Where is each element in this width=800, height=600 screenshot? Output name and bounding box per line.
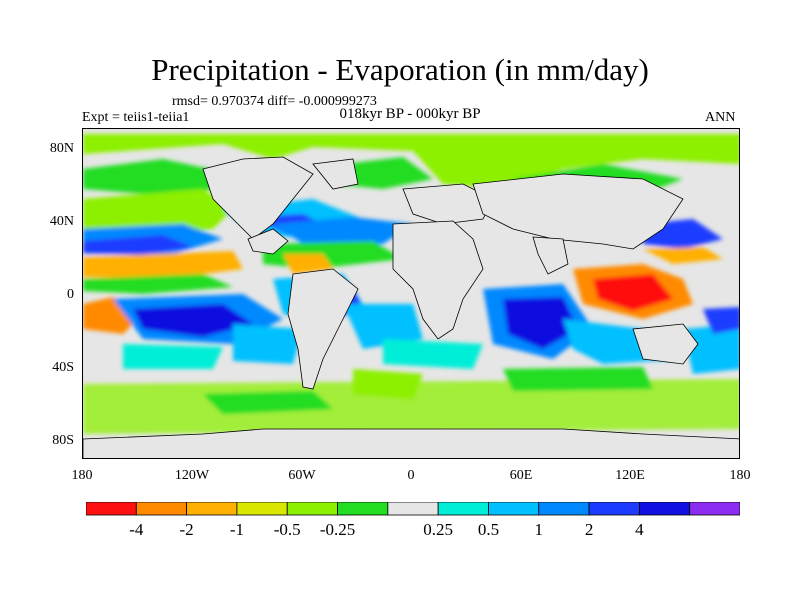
coastlines <box>83 156 739 458</box>
colorbar-label: 2 <box>584 520 594 539</box>
colorbar-label: -1 <box>229 520 245 539</box>
colorbar-label: 1 <box>534 520 544 539</box>
colorbar-swatch <box>236 502 288 516</box>
colorbar-swatch <box>437 502 489 516</box>
lat-label-80s: 80S <box>52 433 74 448</box>
lat-label-equator: 0 <box>67 287 74 302</box>
lon-label-180w: 180 <box>71 468 93 483</box>
colorbar-swatch <box>86 502 137 516</box>
lat-label-40s: 40S <box>52 360 74 375</box>
lon-label-180e: 180 <box>729 468 751 483</box>
colorbar-swatch <box>488 502 540 516</box>
colorbar-label: -4 <box>129 520 144 539</box>
colorbar-label: -0.5 <box>273 520 301 539</box>
colorbar-label: 4 <box>635 520 644 539</box>
colorbar-label: -2 <box>179 520 194 539</box>
colorbar-swatch <box>135 502 188 516</box>
colorbar <box>86 502 740 516</box>
lon-label-0: 0 <box>407 468 415 483</box>
lon-label-60e: 60E <box>509 468 533 483</box>
colorbar-label: 0.25 <box>423 520 454 539</box>
colorbar-label: -0.25 <box>319 520 356 539</box>
colorbar-swatch <box>337 502 389 516</box>
lat-label-40n: 40N <box>49 214 74 229</box>
plot-title: Precipitation - Evaporation (in mm/day) <box>151 52 649 87</box>
lat-label-80n: 80N <box>49 141 74 156</box>
season-label: ANN <box>705 110 736 125</box>
experiment-label: Expt = teiis1-teiia1 <box>82 110 190 125</box>
lon-label-60w: 60W <box>288 468 316 483</box>
colorbar-swatch <box>387 502 439 516</box>
colorbar-swatch <box>588 502 640 516</box>
statistics-line: rmsd= 0.970374 diff= -0.000999273 <box>172 94 377 109</box>
colorbar-label: 0.5 <box>477 520 500 539</box>
map-field <box>83 129 739 458</box>
map-panel <box>82 128 740 459</box>
lon-label-120e: 120E <box>615 468 645 483</box>
colorbar-swatch <box>538 502 590 516</box>
lon-label-120w: 120W <box>174 468 210 483</box>
colorbar-swatch <box>638 502 691 516</box>
period-label: 018kyr BP - 000kyr BP <box>339 106 481 122</box>
field-shading <box>83 134 739 434</box>
colorbar-swatch <box>689 502 740 516</box>
colorbar-swatch <box>186 502 238 516</box>
colorbar-swatch <box>286 502 338 516</box>
